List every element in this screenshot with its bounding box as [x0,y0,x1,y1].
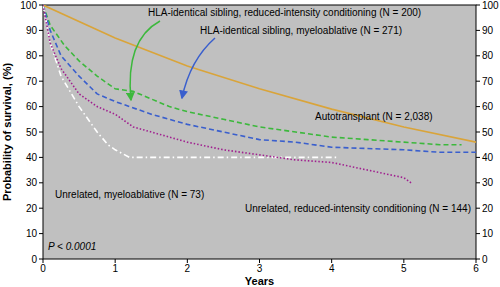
y2-tick [476,81,480,82]
y-tick [39,259,43,260]
y-tick-label: 20 [26,203,38,214]
series-line [43,5,476,152]
y2-tick [476,5,480,6]
y2-tick-label: 50 [482,127,494,138]
series-line [43,5,462,145]
y2-tick [476,106,480,107]
x-axis-label: Years [245,275,274,287]
series-group [43,5,476,183]
legend-entry: Autotransplant (N = 2,038) [315,111,433,122]
y2-tick-label: 90 [482,25,494,36]
legend-entry: HLA-identical sibling, myeloablative (N … [200,25,402,36]
y2-tick [476,55,480,56]
y-tick [39,30,43,31]
y-tick [39,208,43,209]
x-tick-label: 1 [112,263,118,274]
y2-tick-label: 0 [482,254,488,265]
y2-tick [476,259,480,260]
x-tick-label: 0 [40,263,46,274]
legend-entry: Unrelated, reduced-intensity conditionin… [245,203,471,214]
y2-tick-label: 70 [482,76,494,87]
y2-tick [476,132,480,133]
y-axis-label: Probability of survival, (%) [1,63,13,201]
series-line [43,5,476,142]
y2-tick-label: 30 [482,177,494,188]
y-tick-label: 10 [26,228,38,239]
y-tick-label: 70 [26,76,38,87]
y-tick [39,132,43,133]
x-tick-label: 3 [257,263,263,274]
x-tick-label: 2 [185,263,191,274]
y2-tick-label: 80 [482,50,494,61]
y-tick-label: 90 [26,25,38,36]
y2-tick-label: 20 [482,203,494,214]
y-tick [39,55,43,56]
y-tick [39,5,43,6]
y2-tick-label: 40 [482,152,494,163]
y2-tick [476,208,480,209]
x-tick-label: 5 [401,263,407,274]
x-tick-label: 4 [329,263,335,274]
x-tick-label: 6 [473,263,479,274]
y2-tick [476,30,480,31]
annotation: P < 0.0001 [48,241,96,252]
y-tick-label: 50 [26,127,38,138]
y-tick [39,157,43,158]
y-tick [39,182,43,183]
y-tick [39,233,43,234]
chart: 0102030405060708090100010203040506070809… [0,0,500,287]
y2-tick-label: 10 [482,228,494,239]
y2-tick-label: 60 [482,101,494,112]
annotation-arrow [130,21,160,100]
y2-tick [476,157,480,158]
y-tick-label: 40 [26,152,38,163]
y-tick-label: 80 [26,50,38,61]
legend-entry: Unrelated, myeloablative (N = 73) [55,189,204,200]
y-tick-label: 0 [31,254,37,265]
y2-tick-label: 100 [482,0,499,11]
annotation-arrow [182,38,215,98]
y-tick [39,106,43,107]
legend-entry: HLA-identical sibling, reduced-intensity… [148,7,421,18]
y-tick-label: 60 [26,101,38,112]
y2-tick [476,182,480,183]
y-tick [39,81,43,82]
plot-area [43,5,476,259]
y2-tick [476,233,480,234]
y-tick-label: 100 [20,0,37,11]
series-line [43,5,411,183]
y-tick-label: 30 [26,177,38,188]
